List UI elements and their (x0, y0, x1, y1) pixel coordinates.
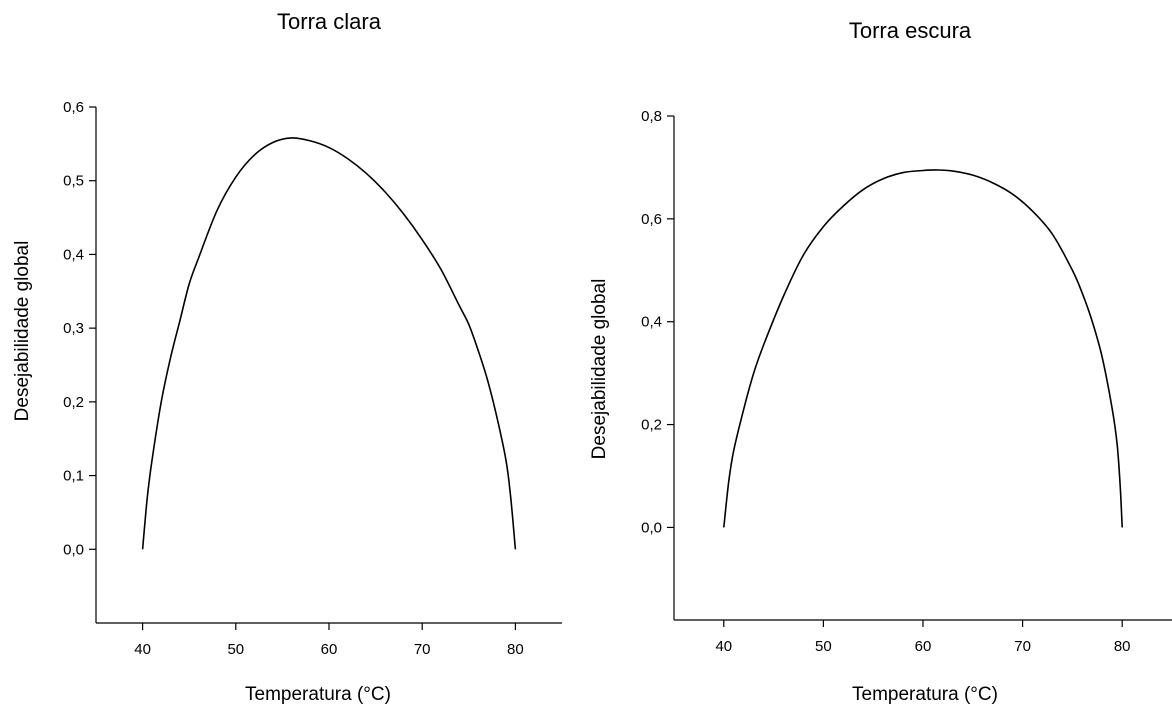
x-axis-label: Temperatura (°C) (245, 684, 391, 705)
y-tick-label: 0,5 (63, 173, 84, 190)
y-tick-label: 0,4 (641, 314, 662, 331)
y-tick-label: 0,4 (63, 246, 84, 263)
x-tick-label: 40 (134, 641, 151, 658)
y-tick-label: 0,0 (641, 519, 662, 536)
x-tick-label: 50 (227, 641, 244, 658)
x-tick-label: 60 (321, 641, 338, 658)
x-tick-label: 80 (1114, 638, 1131, 655)
y-tick-label: 0,3 (63, 320, 84, 337)
chart-torra-clara: Torra clara Temperatura (°C) Desejabilid… (12, 9, 562, 705)
x-tick-label: 60 (915, 638, 932, 655)
series-line (723, 169, 1123, 528)
x-axis-label: Temperatura (°C) (852, 684, 998, 705)
x-tick-label: 80 (507, 641, 524, 658)
x-tick-label: 50 (815, 638, 832, 655)
y-tick-label: 0,6 (641, 211, 662, 228)
y-tick-label: 0,1 (63, 468, 84, 485)
chart-title: Torra clara (277, 9, 382, 34)
y-tick-label: 0,0 (63, 541, 84, 558)
x-tick-label: 40 (715, 638, 732, 655)
y-axis-label: Desejabilidade global (12, 241, 33, 422)
y-tick-label: 0,2 (641, 417, 662, 434)
chart-torra-escura: Torra escura Temperatura (°C) Desejabili… (589, 18, 1172, 705)
y-axis-label: Desejabilidade global (589, 279, 610, 460)
y-tick-label: 0,8 (641, 108, 662, 125)
y-tick-label: 0,2 (63, 394, 84, 411)
chart-title: Torra escura (849, 18, 972, 43)
x-tick-label: 70 (414, 641, 431, 658)
series-line (141, 137, 517, 550)
y-tick-label: 0,6 (63, 99, 84, 116)
x-tick-label: 70 (1014, 638, 1031, 655)
